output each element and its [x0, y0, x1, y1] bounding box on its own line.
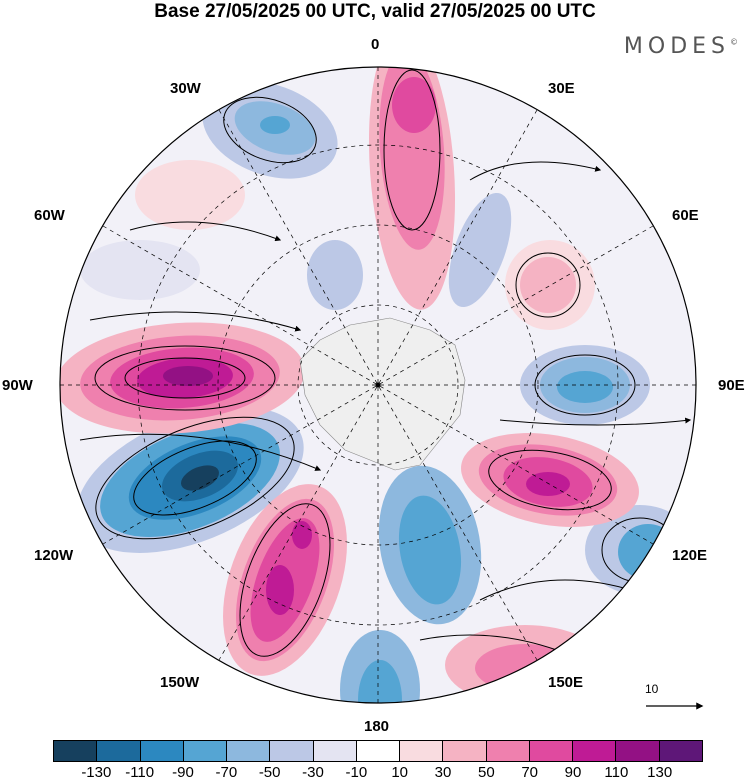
- map-boundary: [59, 66, 697, 704]
- colorbar-tick-label: 50: [477, 764, 495, 781]
- colorbar-tick-label: 110: [604, 764, 629, 781]
- colorbar-swatch: [659, 741, 702, 761]
- colorbar-swatch: [54, 741, 98, 761]
- lon-label-0: 0: [371, 36, 380, 53]
- colorbar-ticks: -130 -110 -90 -70 -50 -30 -10 10 30 50 70 90 110 130: [53, 764, 703, 782]
- lon-label-30w: 30W: [170, 80, 201, 97]
- lon-label-120e: 120E: [672, 547, 708, 564]
- colorbar-tick-label: -50: [258, 764, 281, 781]
- colorbar-swatch: [270, 741, 314, 761]
- colorbar-tick-label: 30: [434, 764, 452, 781]
- colorbar-tick-label: 90: [564, 764, 582, 781]
- map-title: Base 27/05/2025 00 UTC, valid 27/05/2025…: [154, 1, 596, 22]
- reference-vector-label: 10: [645, 682, 659, 696]
- pole-marker: [375, 382, 381, 388]
- lon-label-120w: 120W: [34, 547, 74, 564]
- lon-label-150w: 150W: [160, 674, 200, 691]
- lon-label-90w: 90W: [2, 377, 33, 394]
- colorbar-swatch: [400, 741, 444, 761]
- lon-label-180: 180: [364, 718, 390, 735]
- colorbar-swatch: [227, 741, 271, 761]
- colorbar-tick-label: 10: [391, 764, 408, 781]
- lon-label-90e: 90E: [718, 377, 745, 394]
- colorbar-swatch: [529, 741, 574, 761]
- lon-label-30e: 30E: [548, 80, 575, 97]
- colorbar-swatch: [140, 741, 184, 761]
- colorbar-tick-label: 70: [521, 764, 538, 781]
- colorbar: [53, 740, 703, 762]
- lon-label-60e: 60E: [672, 207, 699, 224]
- colorbar-swatch: [97, 741, 141, 761]
- streamlines: [79, 69, 692, 681]
- colorbar-tick-label: -130: [81, 764, 112, 781]
- antarctica: [299, 317, 466, 471]
- colorbar-swatch: [486, 741, 530, 761]
- graticule: [60, 67, 696, 703]
- colorbar-tick-label: -30: [302, 764, 324, 781]
- colorbar-swatch: [616, 741, 660, 761]
- colorbar-tick-label: -110: [125, 764, 155, 781]
- colorbar-swatch: [183, 741, 228, 761]
- brand-logo: MODES©: [623, 34, 738, 59]
- colorbar-tick-label: -10: [345, 764, 368, 781]
- colorbar-tick-label: -70: [215, 764, 238, 781]
- colorbar-tick-label: 130: [647, 764, 673, 781]
- colorbar-swatch: [573, 741, 617, 761]
- lon-label-60w: 60W: [34, 207, 65, 224]
- colorbar-swatch: [443, 741, 487, 761]
- colorbar-swatch: [356, 741, 401, 761]
- colorbar-swatch: [313, 741, 357, 761]
- lon-label-150e: 150E: [548, 674, 584, 691]
- colorbar-tick-label: -90: [172, 764, 194, 781]
